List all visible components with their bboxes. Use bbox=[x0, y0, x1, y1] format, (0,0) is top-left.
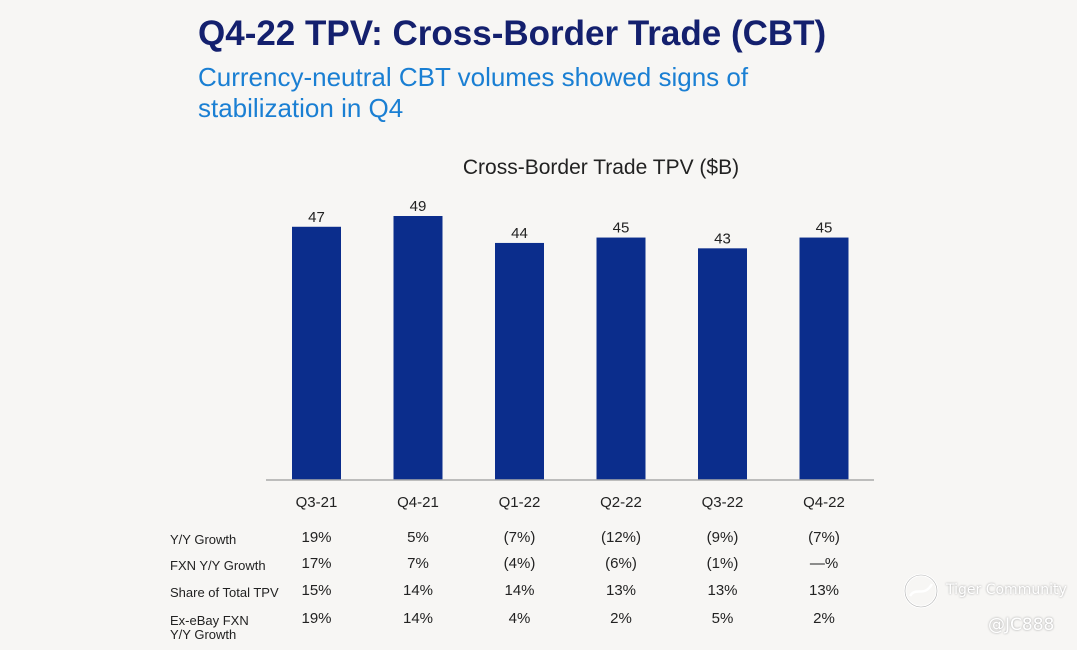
bar-Q3-21 bbox=[292, 226, 341, 480]
table-cell: 19% bbox=[301, 610, 331, 627]
table-cell: 7% bbox=[407, 555, 429, 572]
table-cell: —% bbox=[810, 555, 838, 572]
table-cell: 19% bbox=[301, 529, 331, 546]
table-cell: (7%) bbox=[504, 529, 536, 546]
table-cell: 13% bbox=[809, 582, 839, 599]
table-row-label: FXN Y/Y Growth bbox=[170, 558, 266, 573]
data-label-Q1-22: 44 bbox=[511, 225, 528, 242]
table-cell: 2% bbox=[813, 610, 835, 627]
data-label-Q3-21: 47 bbox=[308, 209, 325, 226]
data-label-Q3-22: 43 bbox=[714, 230, 731, 247]
table-cell: (9%) bbox=[707, 529, 739, 546]
table-cell: 13% bbox=[606, 582, 636, 599]
bar-Q1-22 bbox=[495, 242, 544, 480]
watermark-handle: @JC888 bbox=[988, 615, 1055, 635]
bar-Q3-22 bbox=[698, 248, 747, 480]
table-cell: 15% bbox=[301, 582, 331, 599]
table-row-label: Y/Y Growth bbox=[170, 532, 236, 547]
data-label-Q4-21: 49 bbox=[410, 198, 427, 215]
watermark-logo-icon bbox=[902, 572, 940, 610]
page-title: Q4-22 TPV: Cross-Border Trade (CBT) bbox=[198, 14, 827, 53]
table-cell: (7%) bbox=[808, 529, 840, 546]
table-cell: 17% bbox=[301, 555, 331, 572]
metrics-table: Y/Y Growth 19% 5% (7%) (12%) (9%) (7%) FXN Y/Y … bbox=[170, 529, 840, 642]
page-subtitle: Currency-neutral CBT volumes showed sign… bbox=[198, 62, 749, 123]
table-cell: (1%) bbox=[707, 555, 739, 572]
x-tick-label-Q3-21: Q3-21 bbox=[296, 494, 338, 511]
data-label-Q4-22: 45 bbox=[816, 220, 833, 237]
table-cell: 2% bbox=[610, 610, 632, 627]
bars-layer: 47 Q3-21 49 Q4-21 44 Q1-22 45 Q2-22 43 Q3-22 45 Q4-… bbox=[292, 198, 849, 511]
x-tick-label-Q4-22: Q4-22 bbox=[803, 494, 845, 511]
data-label-Q2-22: 45 bbox=[613, 220, 630, 237]
bar-Q4-22 bbox=[799, 237, 849, 480]
table-cell: 5% bbox=[407, 529, 429, 546]
x-tick-label-Q1-22: Q1-22 bbox=[499, 494, 541, 511]
x-tick-label-Q2-22: Q2-22 bbox=[600, 494, 642, 511]
table-cell: (6%) bbox=[605, 555, 637, 572]
table-row-label: Share of Total TPV bbox=[170, 585, 279, 600]
x-tick-label-Q4-21: Q4-21 bbox=[397, 494, 439, 511]
bar-Q2-22 bbox=[596, 237, 646, 480]
table-cell: 14% bbox=[403, 582, 433, 599]
table-cell: 5% bbox=[712, 610, 734, 627]
table-cell: (12%) bbox=[601, 529, 641, 546]
table-cell: 14% bbox=[504, 582, 534, 599]
chart-title: Cross-Border Trade TPV ($B) bbox=[463, 156, 739, 179]
table-row-label: Ex-eBay FXN Y/Y Growth bbox=[170, 613, 249, 642]
watermark-brand: Tiger Community bbox=[946, 582, 1067, 598]
bar-Q4-21 bbox=[393, 216, 443, 480]
table-cell: 13% bbox=[707, 582, 737, 599]
table-cell: 14% bbox=[403, 610, 433, 627]
x-tick-label-Q3-22: Q3-22 bbox=[702, 494, 744, 511]
table-cell: (4%) bbox=[504, 555, 536, 572]
table-cell: 4% bbox=[509, 610, 531, 627]
